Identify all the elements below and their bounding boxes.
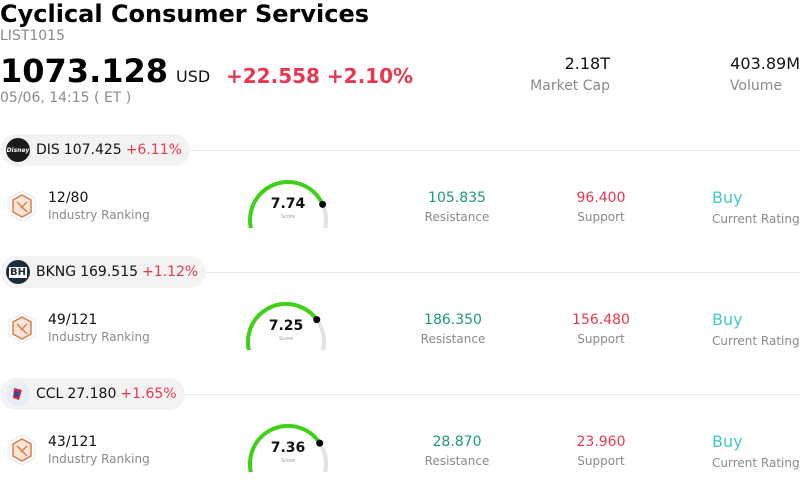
volume-value: 403.89M: [730, 54, 800, 73]
ranking-icon: [8, 434, 36, 466]
industry-rank-label: Industry Ranking: [48, 208, 150, 222]
gauge-fill: [248, 180, 325, 241]
resistance-value: 186.350: [424, 312, 482, 328]
score-value: 7.74: [271, 196, 306, 212]
score-value: 7.25: [269, 318, 304, 334]
change-percent: +2.10%: [326, 64, 414, 88]
resistance-value: 105.835: [428, 190, 486, 206]
industry-rank-label: Industry Ranking: [48, 452, 150, 466]
support-value: 23.960: [576, 434, 626, 450]
stock-pill[interactable]: Disney DIS 107.425 +6.11%: [0, 134, 190, 166]
gauge-marker: [316, 439, 324, 447]
support-value: 156.480: [572, 312, 630, 328]
index-price: 1073.128: [0, 52, 169, 90]
ranking-icon: [8, 190, 36, 222]
support-value: 96.400: [576, 190, 626, 206]
stock-section-ccl: CCL 27.180 +1.65% 43/121 Industry Ranking 7.3…: [0, 378, 800, 500]
disney-logo-text: Disney: [6, 146, 30, 154]
bkng-logo-text: BH: [9, 266, 27, 278]
score-label: Score: [279, 336, 293, 342]
resistance-label: Resistance: [424, 454, 490, 468]
stock-symbol: BKNG: [36, 264, 77, 280]
rating-label: Current Rating: [712, 456, 800, 470]
ccl-logo-icon: [13, 388, 22, 400]
market-cap-label: Market Cap: [530, 78, 610, 94]
change-amount: +22.558: [226, 64, 320, 88]
industry-rank-label: Industry Ranking: [48, 330, 150, 344]
support-label: Support: [577, 454, 625, 468]
score-label: Score: [281, 214, 295, 220]
gauge-fill: [245, 301, 319, 363]
stock-symbol: CCL: [36, 386, 64, 402]
market-cap-value: 2.18T: [564, 54, 610, 73]
resistance-label: Resistance: [420, 332, 486, 346]
stock-logo: [6, 382, 30, 406]
support-label: Support: [577, 332, 625, 346]
industry-rank-value: 49/121: [48, 312, 98, 328]
index-code: LIST1015: [0, 28, 65, 44]
stock-price: 107.425: [63, 142, 122, 158]
stock-logo: BH: [6, 260, 30, 284]
section-divider: [180, 394, 800, 395]
gauge-marker: [313, 316, 321, 324]
section-divider: [180, 272, 800, 273]
stock-section-bkng: BH BKNG 169.515 +1.12% 49/121 Industry Rankin…: [0, 256, 800, 378]
score-value: 7.36: [271, 440, 306, 456]
score-label: Score: [281, 458, 295, 464]
rating-label: Current Rating: [712, 212, 800, 226]
page-title: Cyclical Consumer Services: [0, 0, 370, 28]
support-label: Support: [577, 210, 625, 224]
resistance-label: Resistance: [424, 210, 490, 224]
stock-section-dis: Disney DIS 107.425 +6.11% 12/80 Industry Rank…: [0, 134, 800, 256]
rating-value[interactable]: Buy: [712, 310, 743, 329]
score-gauge: 7.74 Score: [244, 178, 332, 241]
rating-label: Current Rating: [712, 334, 800, 348]
rating-value[interactable]: Buy: [712, 188, 743, 207]
currency-label: USD: [176, 67, 211, 86]
gauge-fill: [247, 423, 322, 485]
industry-rank-value: 12/80: [48, 190, 89, 206]
stock-price: 169.515: [80, 264, 139, 280]
quote-datetime: 05/06, 14:15 ( ET ): [0, 90, 132, 106]
stock-pill[interactable]: BH BKNG 169.515 +1.12%: [0, 256, 207, 288]
score-gauge: 7.36 Score: [244, 422, 332, 485]
section-divider: [180, 150, 800, 151]
resistance-value: 28.870: [432, 434, 482, 450]
stock-symbol: DIS: [36, 142, 60, 158]
score-gauge: 7.25 Score: [242, 300, 330, 363]
stock-logo: Disney: [6, 138, 30, 162]
stock-change-percent: +6.11%: [125, 142, 182, 158]
stock-change-percent: +1.65%: [120, 386, 177, 402]
volume-label: Volume: [729, 78, 782, 94]
gauge-marker: [319, 200, 327, 208]
stock-price: 27.180: [67, 386, 117, 402]
ranking-icon: [8, 312, 36, 344]
industry-rank-value: 43/121: [48, 434, 98, 450]
stock-change-percent: +1.12%: [142, 264, 199, 280]
price-change: +22.558 +2.10%: [226, 64, 413, 88]
stock-pill[interactable]: CCL 27.180 +1.65%: [0, 378, 185, 410]
rating-value[interactable]: Buy: [712, 432, 743, 451]
